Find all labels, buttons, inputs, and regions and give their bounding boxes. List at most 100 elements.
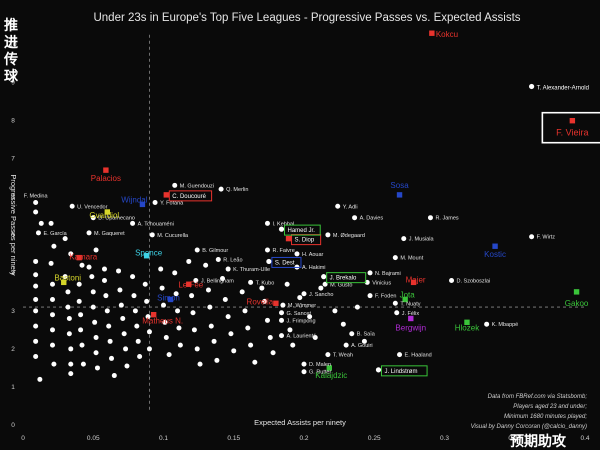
data-point [297,295,303,301]
data-point-f-foden [367,293,373,299]
point-label-e-haaland: E. Haaland [405,353,432,359]
data-point-m-cucurella [149,232,155,238]
data-point-m-mount [392,255,398,261]
data-point [262,298,268,304]
data-point [93,335,99,341]
chinese-label-char-3: 球 [4,68,19,85]
data-point-e-garcia [35,230,41,236]
data-point [78,312,84,318]
data-point-gakoo [573,289,580,295]
point-label-bastoni: Bastoni [54,273,81,282]
data-point [33,338,39,344]
data-point [203,262,209,268]
y-tick-5: 5 [11,232,15,239]
data-point [176,325,182,331]
data-point-s-dest [266,258,272,265]
data-point-f-medina [33,199,39,205]
data-point [92,319,98,325]
data-point [134,323,140,329]
data-point [208,323,214,329]
data-point [68,346,74,352]
data-point [135,338,141,344]
data-point [318,285,324,291]
point-label-hlozek: Hlozek [455,323,480,332]
data-point-c-doucoure [163,192,170,198]
data-point-j-sancho [301,291,307,297]
data-point [307,314,313,320]
point-label-a-hakimi: A. Hakimi [302,265,326,271]
data-point [197,361,203,367]
point-label-vinicius: Vinicius [372,280,391,286]
data-point-j-musiala [401,236,407,242]
point-label-wijndal: Wijndal [121,195,147,204]
data-point [191,327,197,333]
data-point [51,361,57,367]
data-point [172,270,178,276]
data-point-y-fofana [152,199,158,205]
point-label-m-cucurella: M. Cucurella [157,233,189,239]
data-point [159,285,165,291]
point-label-d-szoboszlai: D. Szoboszlai [457,278,491,284]
data-point [259,285,265,291]
data-point [78,327,84,333]
data-point [332,308,338,314]
point-label-d-upamecano: D. Upamecano [98,216,135,222]
y-tick-1: 1 [11,384,15,391]
y-tick-8: 8 [11,118,15,125]
data-point [104,308,110,314]
label-box-j-lindstr-m [380,365,428,377]
data-point [146,329,152,335]
point-label-m-guendouzi: M. Guendouzi [180,183,214,189]
point-label-j-felix: J. Félix [402,311,420,317]
data-point [33,323,39,329]
data-point [65,304,71,310]
data-point-b-saia [349,331,355,337]
data-point-t-weah [325,352,331,358]
point-label-le-fee: Le Fée [178,280,203,289]
y-tick-7: 7 [11,156,15,163]
data-point [33,272,39,278]
data-point [111,373,117,379]
data-point [120,315,126,321]
data-point-kamara [76,254,82,261]
data-point [194,346,200,352]
data-point [205,287,211,293]
data-point [33,296,39,302]
data-point-t-alexander-arnold [529,83,535,90]
data-point [242,308,248,314]
point-label-m-wimmer: M. Wimmer [288,303,316,309]
x-tick-7: 0.35 [508,435,521,442]
data-point [93,350,99,356]
data-point [116,268,122,274]
label-box-j-brekalo [326,272,367,284]
point-label-k-thuram-ulle: K. Thuram-Ulle [233,267,270,273]
data-point [101,266,107,272]
point-label-f-medina: F. Medina [24,193,49,199]
chart-title: Under 23s in Europe's Top Five Leagues -… [93,12,520,24]
chinese-label-char-1: 进 [4,35,18,51]
point-label-g-rutter: G. Rutter [309,370,331,376]
point-label-hamed-jr: Hamed Jr. [288,228,316,234]
data-point [340,321,346,327]
data-point-r-faivre [264,247,270,253]
data-point [121,331,127,337]
point-label-j-bellingham: J. Bellingham [201,278,234,284]
point-label-simon: Simon [157,293,180,302]
point-label-s-dest: S. Dest [275,260,295,266]
point-label-t-kubo: T. Kubo [256,280,275,286]
data-point [166,352,172,358]
data-point-d-upamecano [90,215,96,221]
data-point [66,331,72,337]
point-label-m-degaard: M. Ødegaard [333,233,365,239]
data-point [89,274,95,280]
point-label-matheus-n: Matheus N. [142,317,183,326]
point-label-f-foden: F. Foden [375,294,396,300]
data-point [79,342,85,348]
data-point [50,327,56,333]
data-point [173,291,179,297]
point-label-b-gilmour: B. Gilmour [202,248,228,254]
point-label-j-musiala: J. Musiala [409,237,435,243]
data-point [65,289,71,295]
x-tick-0: 0 [21,435,25,442]
data-point-t-nuaty [392,300,398,306]
